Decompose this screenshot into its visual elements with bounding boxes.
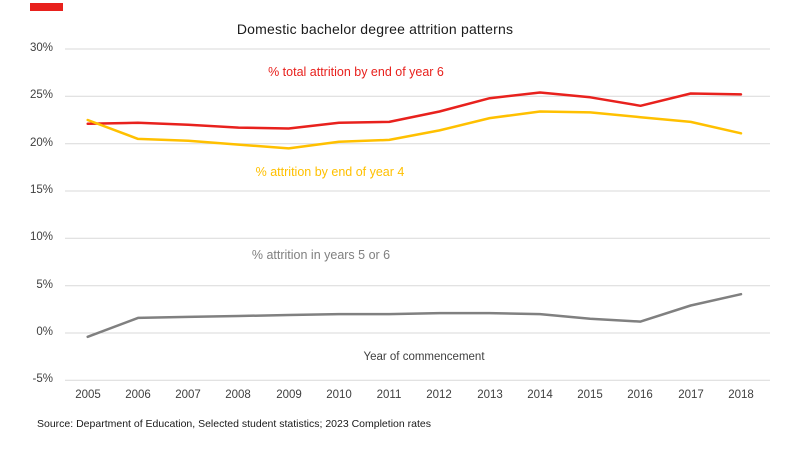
series-label-end-year4: % attrition by end of year 4 [255, 165, 405, 179]
x-axis-tick-label: 2008 [225, 389, 251, 401]
y-axis-tick-label: 20% [29, 137, 53, 149]
source-note: Source: Department of Education, Selecte… [37, 418, 431, 430]
x-axis-tick-label: 2017 [678, 389, 704, 401]
y-axis-tick-label: 5% [36, 279, 53, 291]
series-line-0 [86, 91, 743, 130]
x-axis-tick-label: 2006 [125, 389, 151, 401]
x-axis-tick-label: 2010 [326, 389, 352, 401]
x-axis-tick-label: 2016 [627, 389, 653, 401]
series-line-1 [86, 110, 743, 150]
y-axis-tick-label: 25% [29, 89, 53, 101]
series-label-years5or6: % attrition in years 5 or 6 [251, 248, 391, 262]
x-axis-tick-label: 2005 [75, 389, 101, 401]
y-axis-tick-label: 10% [29, 231, 53, 243]
x-axis-tick-label: 2018 [728, 389, 754, 401]
chart-title: Domestic bachelor degree attrition patte… [236, 21, 514, 37]
x-axis-tick-label: 2013 [477, 389, 503, 401]
brand-mark [30, 3, 63, 11]
series-label-total-year6: % total attrition by end of year 6 [268, 65, 444, 79]
x-axis-tick-label: 2007 [175, 389, 201, 401]
x-axis-tick-label: 2009 [276, 389, 302, 401]
x-axis-title: Year of commencement [363, 351, 485, 363]
y-axis-tick-label: -5% [32, 373, 53, 385]
x-axis-tick-label: 2015 [577, 389, 603, 401]
x-axis-tick-label: 2011 [376, 389, 402, 401]
y-axis-tick-label: 15% [29, 184, 53, 196]
x-axis-tick-label: 2012 [426, 389, 452, 401]
x-axis-tick-label: 2014 [527, 389, 553, 401]
y-axis-tick-label: 0% [36, 326, 53, 338]
series-line-2 [86, 292, 743, 339]
y-axis-tick-label: 30% [29, 42, 53, 54]
